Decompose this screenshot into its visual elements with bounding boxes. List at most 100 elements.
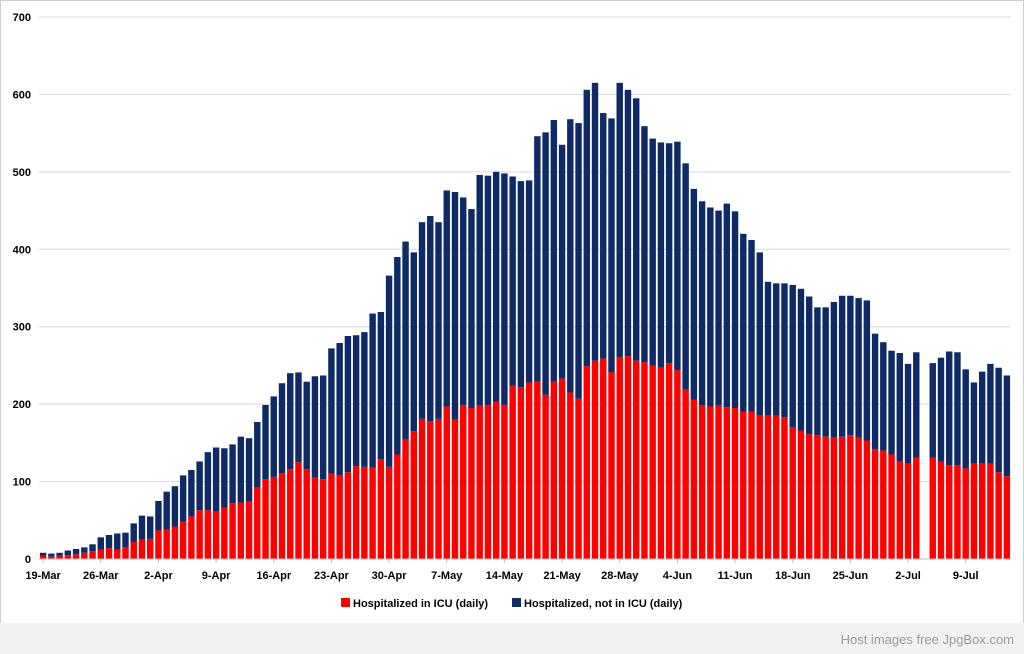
bar-not-icu bbox=[369, 313, 376, 468]
footer-bar bbox=[0, 623, 1024, 654]
y-tick-label: 200 bbox=[13, 399, 31, 411]
bar-icu bbox=[402, 438, 409, 559]
bar-icu bbox=[946, 465, 953, 559]
y-tick-label: 700 bbox=[13, 12, 31, 24]
bar-icu bbox=[591, 360, 599, 559]
bar-icu bbox=[805, 434, 813, 559]
bar-icu bbox=[476, 405, 483, 559]
bar-not-icu bbox=[871, 333, 879, 450]
bar-icu bbox=[410, 431, 418, 559]
bar-icu bbox=[740, 411, 747, 559]
bar-not-icu bbox=[641, 126, 648, 363]
legend-swatch-not-icu bbox=[512, 598, 521, 607]
bar-not-icu bbox=[122, 532, 129, 548]
bar-icu bbox=[838, 436, 846, 559]
stacked-bar-chart: 0 100 200 300 400 500 600 700 19-Mar 26-Mar 2-Apr 9… bbox=[13, 12, 1011, 610]
bar-not-icu bbox=[385, 275, 393, 467]
bar-icu bbox=[822, 436, 829, 559]
bar-not-icu bbox=[682, 163, 689, 390]
bar-icu bbox=[229, 503, 236, 559]
bar-not-icu bbox=[616, 82, 623, 358]
bar-icu bbox=[287, 469, 294, 559]
bar-icu bbox=[114, 549, 121, 559]
bar-icu bbox=[89, 551, 96, 559]
legend-swatch-icu bbox=[341, 598, 350, 607]
x-tick-label: 18-Jun bbox=[775, 570, 811, 582]
legend: Hospitalized in ICU (daily) Hospitalized… bbox=[341, 598, 683, 610]
bar-not-icu bbox=[221, 448, 228, 508]
bar-icu bbox=[39, 555, 47, 559]
bar-not-icu bbox=[715, 210, 722, 406]
bar-not-icu bbox=[81, 547, 88, 553]
bar-icu bbox=[641, 362, 648, 559]
bar-icu bbox=[492, 401, 500, 559]
bar-icu bbox=[146, 538, 154, 559]
bar-not-icu bbox=[394, 257, 401, 455]
bar-icu bbox=[649, 365, 656, 559]
bar-icu bbox=[567, 392, 574, 559]
legend-label-icu: Hospitalized in ICU (daily) bbox=[353, 598, 488, 610]
bar-not-icu bbox=[740, 233, 747, 412]
bar-icu bbox=[600, 358, 607, 559]
x-tick-label: 9-Jul bbox=[953, 570, 979, 582]
bar-not-icu bbox=[146, 516, 154, 539]
bar-not-icu bbox=[460, 197, 467, 405]
bar-icu bbox=[394, 454, 401, 559]
bar-icu bbox=[97, 549, 104, 559]
bar-icu bbox=[550, 381, 558, 559]
bar-not-icu bbox=[805, 296, 813, 435]
bar-icu bbox=[443, 406, 450, 559]
bar-icu bbox=[665, 363, 673, 559]
bar-not-icu bbox=[328, 348, 335, 474]
bar-icu bbox=[542, 394, 549, 559]
bar-icu bbox=[319, 479, 327, 559]
bar-not-icu bbox=[542, 132, 549, 395]
y-tick-label: 600 bbox=[13, 89, 31, 101]
bar-not-icu bbox=[987, 363, 994, 464]
bar-icu bbox=[682, 389, 689, 559]
bar-not-icu bbox=[904, 363, 912, 463]
bar-not-icu bbox=[847, 295, 854, 436]
bar-icu bbox=[278, 473, 286, 559]
y-tick-label: 0 bbox=[25, 554, 31, 566]
bar-icu bbox=[517, 387, 525, 559]
bar-icu bbox=[987, 463, 994, 559]
bar-icu bbox=[188, 516, 195, 559]
bar-not-icu bbox=[270, 396, 277, 477]
bar-icu bbox=[847, 435, 854, 559]
bar-not-icu bbox=[797, 288, 805, 431]
x-tick-label: 28-May bbox=[601, 570, 639, 582]
bar-icu bbox=[418, 418, 426, 559]
bar-icu bbox=[896, 461, 904, 559]
bar-icu bbox=[122, 547, 129, 559]
bar-not-icu bbox=[435, 222, 442, 419]
bar-not-icu bbox=[781, 283, 788, 418]
bar-icu bbox=[690, 399, 698, 559]
bar-not-icu bbox=[418, 222, 426, 419]
bar-not-icu bbox=[377, 312, 385, 460]
bar-icu bbox=[295, 462, 302, 559]
bar-icu bbox=[888, 454, 895, 559]
bar-icu bbox=[575, 398, 582, 559]
bar-not-icu bbox=[550, 119, 558, 382]
bar-icu bbox=[138, 539, 146, 559]
bar-icu bbox=[616, 357, 623, 559]
bar-icu bbox=[328, 473, 335, 559]
bar-not-icu bbox=[336, 342, 343, 476]
watermark-text[interactable]: Host images free JpgBox.com bbox=[840, 632, 1014, 647]
bar-not-icu bbox=[748, 239, 755, 412]
bar-not-icu bbox=[509, 176, 516, 386]
legend-label-not-icu: Hospitalized, not in ICU (daily) bbox=[524, 598, 683, 610]
x-tick-label: 2-Jul bbox=[895, 570, 921, 582]
bar-not-icu bbox=[558, 144, 566, 379]
bar-icu bbox=[773, 415, 780, 559]
bar-icu bbox=[245, 501, 253, 559]
bar-not-icu bbox=[204, 452, 212, 511]
bar-icu bbox=[460, 404, 467, 559]
bar-not-icu bbox=[962, 369, 969, 469]
bar-not-icu bbox=[814, 307, 821, 436]
bar-icu bbox=[484, 404, 492, 559]
bar-icu bbox=[179, 521, 187, 559]
bar-not-icu bbox=[410, 252, 418, 432]
bar-icu bbox=[435, 418, 442, 559]
